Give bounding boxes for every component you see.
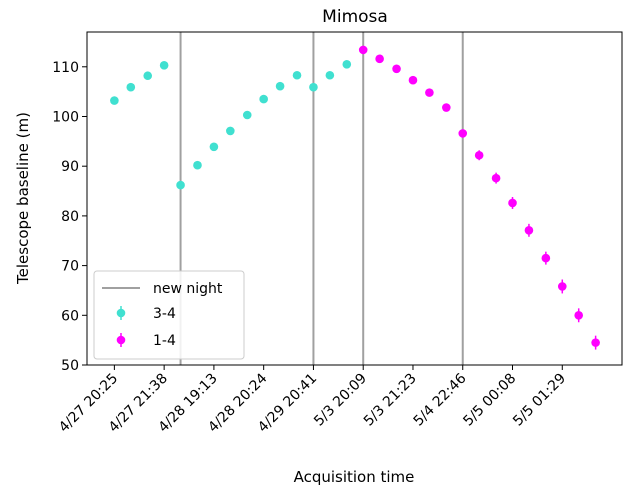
y-tick-label: 50 xyxy=(61,358,79,374)
data-point-1-4 xyxy=(375,54,384,64)
data-point-1-4 xyxy=(458,129,468,138)
x-tick-label: 5/3 21:23 xyxy=(361,371,420,430)
y-tick-label: 90 xyxy=(61,159,79,175)
data-point-1-4 xyxy=(574,310,584,320)
legend-box xyxy=(93,270,245,360)
x-tick-label: 5/5 01:29 xyxy=(510,371,569,430)
legend: new night 3-4 1-4 xyxy=(93,270,245,360)
data-point-1-4 xyxy=(392,64,401,74)
x-axis-ticks: 4/27 20:254/27 21:384/28 19:134/28 20:24… xyxy=(56,365,569,436)
plot-area xyxy=(110,32,600,365)
data-point-1-4 xyxy=(491,173,501,183)
legend-series-1-4-label: 1-4 xyxy=(153,333,176,349)
y-axis-ticks: 50 60 70 80 90 100 110 xyxy=(52,60,87,374)
data-point-3-4 xyxy=(110,96,119,105)
data-point-1-4 xyxy=(358,45,368,55)
chart-title: Mimosa xyxy=(322,7,388,27)
data-point-3-4 xyxy=(275,81,285,91)
y-axis-label: Telescope baseline (m) xyxy=(14,112,32,285)
data-point-3-4 xyxy=(242,110,252,120)
data-point-1-4 xyxy=(591,338,600,347)
data-point-1-4 xyxy=(557,282,567,291)
x-tick-label: 5/3 20:09 xyxy=(311,371,370,430)
data-point-3-4 xyxy=(309,82,318,92)
data-point-3-4 xyxy=(292,70,302,80)
x-tick-label: 5/4 22:46 xyxy=(411,370,470,429)
x-axis-label: Acquisition time xyxy=(294,468,415,486)
legend-marker-dot xyxy=(116,335,126,345)
data-point-1-4 xyxy=(541,253,551,263)
y-tick-label: 80 xyxy=(61,209,79,225)
data-point-3-4 xyxy=(126,82,136,92)
data-point-3-4 xyxy=(159,61,169,70)
legend-new-night-label: new night xyxy=(153,281,223,297)
data-point-3-4 xyxy=(226,126,235,136)
data-point-1-4 xyxy=(524,226,534,235)
y-tick-label: 70 xyxy=(61,259,79,275)
data-point-3-4 xyxy=(325,70,335,80)
data-point-1-4 xyxy=(508,198,517,208)
data-point-3-4 xyxy=(209,142,219,152)
legend-series-1-4-marker xyxy=(116,333,126,347)
data-point-3-4 xyxy=(193,160,202,170)
legend-marker-dot xyxy=(116,308,126,318)
data-point-3-4 xyxy=(143,71,153,81)
data-point-3-4 xyxy=(176,180,185,190)
data-point-1-4 xyxy=(408,75,418,85)
y-tick-label: 60 xyxy=(61,308,79,324)
legend-series-3-4-marker xyxy=(116,306,126,320)
y-tick-label: 110 xyxy=(52,60,79,76)
data-point-1-4 xyxy=(425,88,434,97)
legend-series-3-4-label: 3-4 xyxy=(153,306,176,322)
y-tick-label: 100 xyxy=(52,109,79,125)
data-point-1-4 xyxy=(442,103,451,112)
plot-frame xyxy=(86,31,623,366)
data-point-3-4 xyxy=(342,60,352,69)
x-tick-label: 5/5 00:08 xyxy=(460,371,519,430)
data-point-1-4 xyxy=(474,150,484,160)
data-point-3-4 xyxy=(259,94,268,104)
